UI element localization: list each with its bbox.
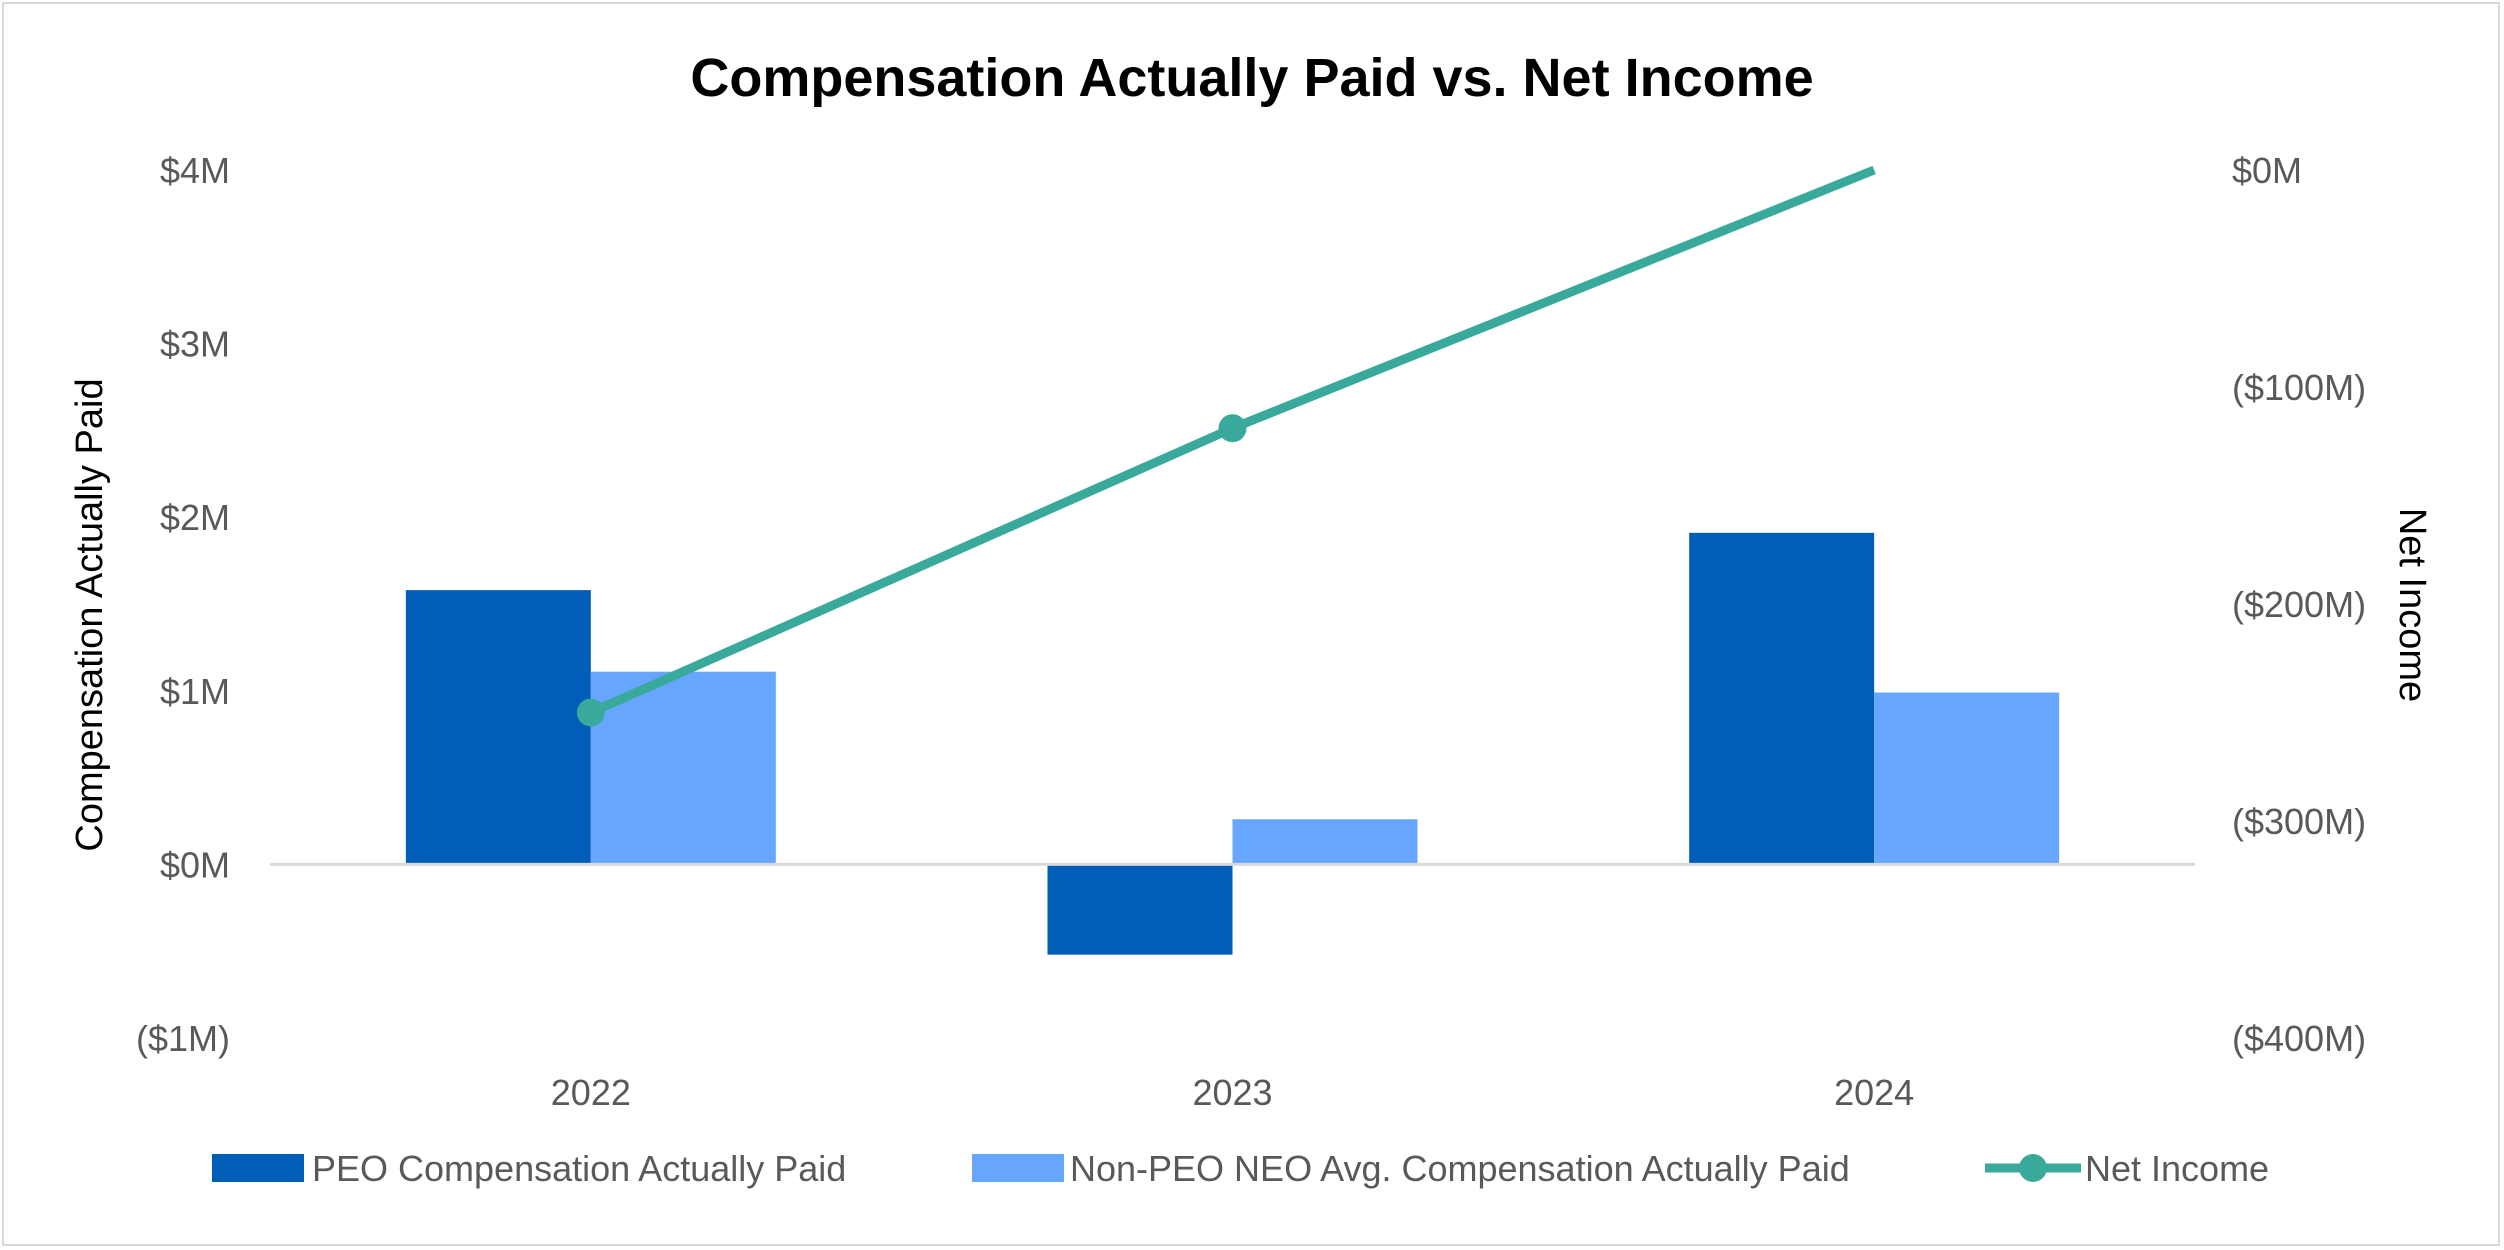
legend-label-1: Non-PEO NEO Avg. Compensation Actually P… bbox=[1070, 1148, 1850, 1189]
left-tick-label: $2M bbox=[160, 497, 230, 538]
bar-peo-2022 bbox=[405, 590, 591, 865]
net-income-point-2023 bbox=[1218, 414, 1247, 443]
bar-peo-2024 bbox=[1689, 532, 1875, 865]
right-tick-label: ($200M) bbox=[2232, 584, 2366, 625]
legend-swatch-0 bbox=[212, 1154, 304, 1182]
bar-non-peo-2024 bbox=[1874, 692, 2060, 865]
x-tick-label: 2023 bbox=[1192, 1072, 1272, 1113]
chart-title: Compensation Actually Paid vs. Net Incom… bbox=[690, 48, 1813, 108]
right-tick-label: ($300M) bbox=[2232, 801, 2366, 842]
left-axis-title: Compensation Actually Paid bbox=[69, 378, 111, 851]
left-tick-label: $3M bbox=[160, 324, 230, 365]
left-tick-label: ($1M) bbox=[136, 1018, 230, 1059]
bar-non-peo-2023 bbox=[1232, 819, 1418, 865]
legend-label-2: Net Income bbox=[2085, 1148, 2269, 1189]
left-tick-label: $4M bbox=[160, 150, 230, 191]
left-tick-label: $1M bbox=[160, 671, 230, 712]
x-tick-label: 2024 bbox=[1834, 1072, 1914, 1113]
right-tick-label: $0M bbox=[2232, 150, 2302, 191]
bar-non-peo-2022 bbox=[590, 671, 776, 865]
right-tick-label: ($400M) bbox=[2232, 1018, 2366, 1059]
right-axis-title: Net Income bbox=[2391, 508, 2433, 702]
net-income-point-2022 bbox=[576, 698, 605, 727]
legend-swatch-1 bbox=[972, 1154, 1064, 1182]
bar-peo-2023 bbox=[1047, 864, 1233, 955]
legend-marker-2 bbox=[2019, 1154, 2047, 1182]
x-tick-label: 2022 bbox=[551, 1072, 631, 1113]
left-tick-label: $0M bbox=[160, 844, 230, 885]
right-tick-label: ($100M) bbox=[2232, 367, 2366, 408]
legend-label-0: PEO Compensation Actually Paid bbox=[312, 1148, 846, 1189]
